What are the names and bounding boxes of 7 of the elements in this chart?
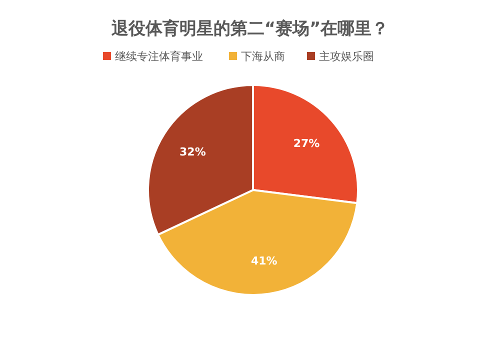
legend-label: 继续专注体育事业 bbox=[115, 50, 203, 63]
chart-title: 退役体育明星的第二“赛场”在哪里？ bbox=[110, 18, 389, 39]
legend-label: 主攻娱乐圈 bbox=[319, 50, 374, 63]
data-label: 27% bbox=[293, 136, 320, 150]
data-label: 41% bbox=[251, 254, 278, 268]
legend-label: 下海从商 bbox=[241, 50, 285, 63]
data-label: 32% bbox=[180, 146, 206, 159]
